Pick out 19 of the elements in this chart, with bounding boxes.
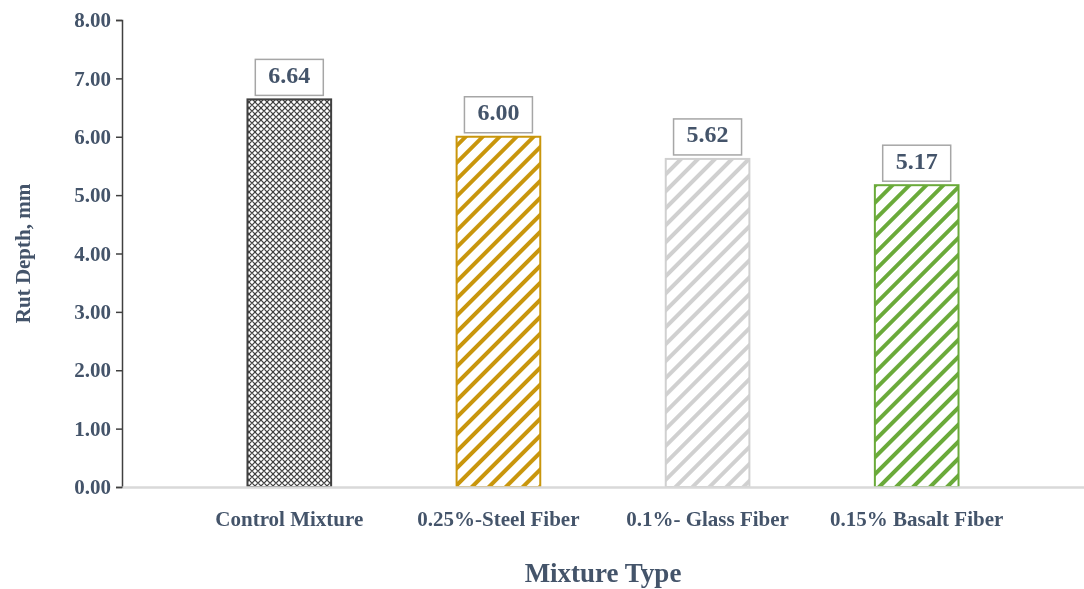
y-tick-label: 1.00 [74, 416, 111, 441]
data-label: 6.00 [477, 99, 520, 126]
y-tick-label: 5.00 [74, 183, 111, 208]
y-tick-label: 4.00 [74, 241, 111, 266]
x-tick-label: Control Mixture [215, 506, 364, 531]
data-label: 6.64 [268, 61, 311, 88]
y-tick-label: 3.00 [74, 300, 111, 325]
y-tick-label: 7.00 [74, 66, 111, 91]
y-axis-title: Rut Depth, mm [11, 183, 35, 324]
data-label: 5.17 [895, 147, 938, 174]
y-tick-label: 6.00 [74, 124, 111, 149]
x-tick-label: 0.25%-Steel Fiber [417, 506, 580, 531]
y-tick-label: 0.00 [74, 475, 111, 500]
x-tick-label: 0.15% Basalt Fiber [830, 506, 1004, 531]
x-tick-label: 0.1%- Glass Fiber [626, 506, 789, 531]
y-tick-label: 8.00 [74, 8, 111, 33]
x-axis-title: Mixture Type [524, 558, 682, 588]
y-tick-label: 2.00 [74, 358, 111, 383]
data-label: 5.62 [686, 121, 729, 148]
